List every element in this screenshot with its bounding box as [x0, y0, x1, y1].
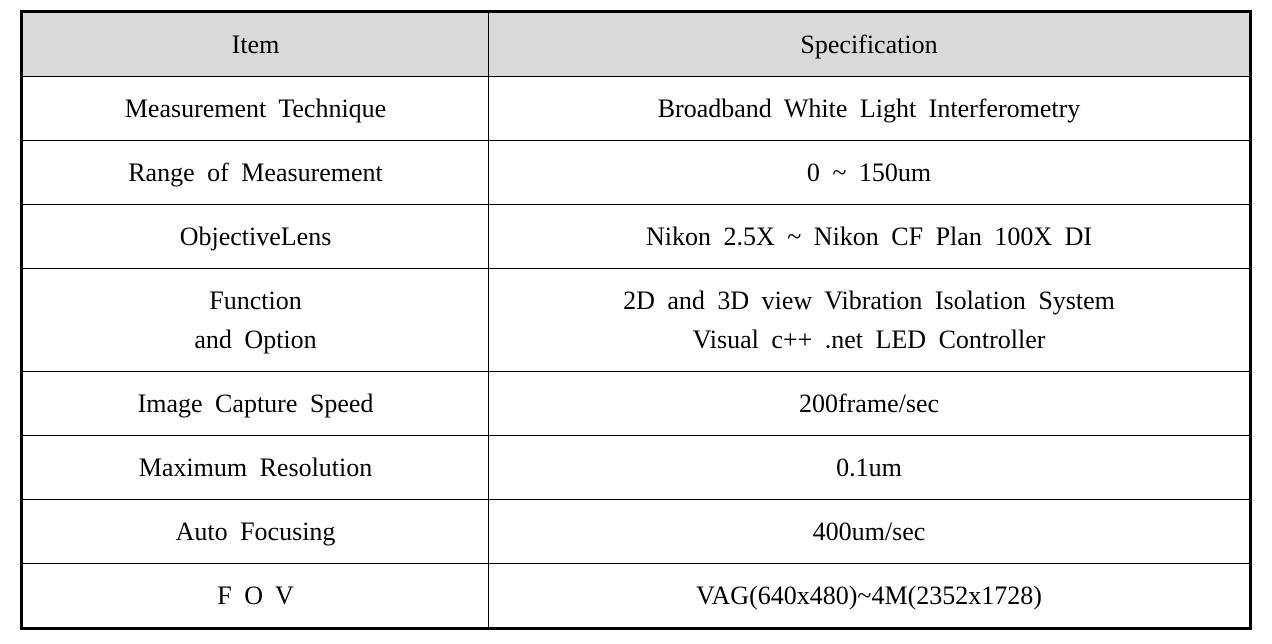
table-row: Auto Focusing 400um/sec	[22, 500, 1251, 564]
column-header-spec: Specification	[489, 12, 1251, 77]
table-row: Functionand Option 2D and 3D view Vibrat…	[22, 269, 1251, 372]
cell-item: ObjectiveLens	[22, 205, 489, 269]
table-row: F O V VAG(640x480)~4M(2352x1728)	[22, 564, 1251, 629]
cell-item: Auto Focusing	[22, 500, 489, 564]
table-row: ObjectiveLens Nikon 2.5X ~ Nikon CF Plan…	[22, 205, 1251, 269]
cell-item: Measurement Technique	[22, 77, 489, 141]
table-header-row: Item Specification	[22, 12, 1251, 77]
cell-item: F O V	[22, 564, 489, 629]
cell-spec: 400um/sec	[489, 500, 1251, 564]
specification-table: Item Specification Measurement Technique…	[20, 10, 1252, 630]
cell-spec: VAG(640x480)~4M(2352x1728)	[489, 564, 1251, 629]
cell-spec: 200frame/sec	[489, 372, 1251, 436]
cell-item: Functionand Option	[22, 269, 489, 372]
cell-spec: 0.1um	[489, 436, 1251, 500]
table-row: Range of Measurement 0 ~ 150um	[22, 141, 1251, 205]
table-row: Maximum Resolution 0.1um	[22, 436, 1251, 500]
cell-spec: Broadband White Light Interferometry	[489, 77, 1251, 141]
table-row: Measurement Technique Broadband White Li…	[22, 77, 1251, 141]
cell-spec: Nikon 2.5X ~ Nikon CF Plan 100X DI	[489, 205, 1251, 269]
table-row: Image Capture Speed 200frame/sec	[22, 372, 1251, 436]
column-header-item: Item	[22, 12, 489, 77]
cell-item: Image Capture Speed	[22, 372, 489, 436]
cell-spec: 0 ~ 150um	[489, 141, 1251, 205]
cell-item: Maximum Resolution	[22, 436, 489, 500]
cell-item: Range of Measurement	[22, 141, 489, 205]
cell-spec: 2D and 3D view Vibration Isolation Syste…	[489, 269, 1251, 372]
